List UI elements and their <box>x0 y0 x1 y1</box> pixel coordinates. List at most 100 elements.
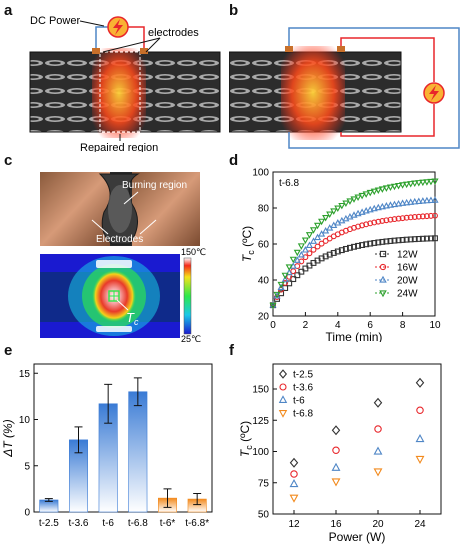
data-point <box>373 446 383 455</box>
electrode-right-b <box>337 46 345 52</box>
data-point <box>332 446 340 455</box>
thermal-image <box>40 254 180 338</box>
data-point <box>411 236 418 243</box>
data-point <box>330 208 338 215</box>
data-point <box>277 283 285 291</box>
x-tick-label: 20 <box>372 519 384 530</box>
data-point <box>427 196 435 203</box>
scale-min-label: 25℃ <box>181 334 201 342</box>
data-point <box>350 196 358 203</box>
data-point <box>355 242 362 249</box>
x-tick-label: t-6.8* <box>185 518 209 529</box>
data-point <box>297 250 305 258</box>
data-point <box>331 425 341 436</box>
legend-label: t-6 <box>293 396 305 407</box>
data-point <box>373 397 383 408</box>
data-point <box>432 235 438 242</box>
panel-label-c: c <box>4 152 13 169</box>
y-tick-label: 100 <box>252 168 269 179</box>
data-point <box>362 207 370 214</box>
data-point <box>370 188 378 196</box>
data-point <box>334 205 342 213</box>
electrode-left-b <box>285 46 293 52</box>
data-point <box>366 189 374 197</box>
data-point <box>318 218 326 226</box>
x-tick-label: t-6* <box>160 518 176 529</box>
data-point <box>390 183 399 191</box>
panel-a-schematic: DC Power electrodes Repaired region <box>29 15 221 152</box>
plot-frame <box>33 363 213 513</box>
data-point <box>314 243 321 250</box>
data-point <box>282 279 289 286</box>
data-point <box>289 479 299 488</box>
chart-e-delta-t: 0 5 10 15 t-2.5 t-3.6 t-6 t-6.8 t-6* t-6.8* ΔT (%) <box>1 363 213 529</box>
data-point <box>309 227 318 234</box>
data-point <box>378 202 386 210</box>
bar-t-6.8 <box>128 391 148 513</box>
data-point <box>399 199 407 206</box>
data-point <box>359 242 366 248</box>
data-point <box>419 197 427 204</box>
x-tick-label: 16 <box>330 519 342 530</box>
data-point <box>301 237 309 244</box>
data-point <box>391 216 398 223</box>
legend-marker <box>278 395 288 403</box>
data-point <box>322 253 329 260</box>
legend-label: t-2.5 <box>293 370 313 381</box>
data-point <box>431 178 439 186</box>
legend-label: 12W <box>397 250 418 261</box>
data-point <box>399 237 406 243</box>
data-point <box>290 470 298 478</box>
data-point <box>363 241 370 248</box>
data-point <box>313 222 322 230</box>
data-point <box>306 250 313 257</box>
repaired-region-label: Repaired region <box>80 142 158 152</box>
x-tick-label: 12 <box>288 519 300 530</box>
data-point <box>354 209 362 217</box>
data-point <box>411 180 419 188</box>
panel-label-d: d <box>229 152 239 169</box>
plot-frame <box>272 363 442 515</box>
y-axis-label: ΔT (%) <box>1 419 15 457</box>
data-point <box>419 235 426 242</box>
chart-f-tc-vs-power: 12 16 20 24 50 75 100 125 150 Power (W) Tc (ºC) t-2… <box>238 363 442 544</box>
tc-label-c: Tc <box>126 310 139 327</box>
x-axis-label: Time (min) <box>326 330 383 342</box>
data-point <box>297 243 305 250</box>
data-point <box>383 217 390 224</box>
series-t-2.5 <box>289 377 425 468</box>
data-point <box>415 197 423 205</box>
data-point <box>285 268 293 276</box>
heated-region-a <box>92 48 146 138</box>
data-point <box>399 215 406 222</box>
data-point <box>403 214 410 221</box>
data-point <box>322 214 330 222</box>
data-point <box>411 214 418 220</box>
data-point <box>374 203 382 211</box>
data-point <box>415 180 423 187</box>
data-point <box>305 241 314 249</box>
data-point <box>366 205 374 213</box>
data-point <box>423 213 430 220</box>
y-tick-label: 80 <box>258 204 270 215</box>
data-point <box>374 187 382 194</box>
x-tick-label: 6 <box>367 320 373 331</box>
legend-marker <box>278 369 288 379</box>
data-point <box>415 235 422 242</box>
data-point <box>423 196 431 204</box>
x-tick-label: 10 <box>429 320 441 331</box>
data-point <box>407 198 415 205</box>
data-point <box>318 240 325 247</box>
data-point <box>313 233 322 241</box>
data-point <box>375 239 382 246</box>
y-tick-label: 10 <box>19 415 31 426</box>
data-point <box>273 291 281 299</box>
series-24W <box>269 178 439 310</box>
panel-label-a: a <box>4 2 13 19</box>
y-tick-label: 50 <box>258 510 270 521</box>
data-point <box>367 220 374 227</box>
data-point <box>374 425 382 433</box>
legend-marker <box>278 410 288 418</box>
data-point <box>407 214 414 221</box>
data-point <box>358 208 366 215</box>
